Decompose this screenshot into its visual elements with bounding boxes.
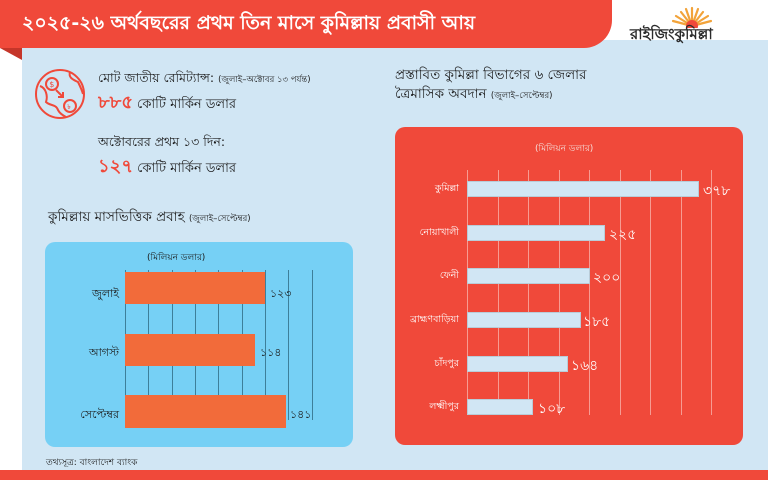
national-remittance-label: মোট জাতীয় রেমিট্যান্স: (জুলাই–অক্টোবর ১…	[98, 70, 311, 90]
monthly-flow-title: কুমিল্লায় মাসভিত্তিক প্রবাহ (জুলাই–সেপ্…	[48, 208, 251, 229]
value-label: ১১৪	[260, 346, 282, 359]
gridline	[498, 170, 499, 415]
category-label: ফেনী	[439, 270, 459, 281]
category-label: ব্রাহ্মণবাড়িয়া	[410, 314, 459, 325]
data-source: তথ্যসূত্র: বাংলাদেশ ব্যাংক	[46, 458, 138, 468]
value-label: ১৬৪	[571, 358, 599, 374]
district-period-note: (জুলাই–সেপ্টেম্বর)	[490, 91, 553, 101]
header-banner: ২০২৫-২৬ অর্থবছরের প্রথম তিন মাসে কুমিল্ল…	[0, 0, 612, 48]
bottom-border	[0, 470, 768, 480]
monthly-flow-title-text: কুমিল্লায় মাসভিত্তিক প্রবাহ	[48, 209, 185, 225]
banner-fold	[0, 48, 22, 60]
national-value-unit: কোটি মার্কিন ডলার	[137, 97, 236, 112]
bar-noakhali	[467, 225, 605, 241]
monthly-flow-chart: (মিলিয়ন ডলার) জুলাই ১২৩ আগস্ট ১১৪ সেপ্ট…	[45, 242, 353, 447]
district-contribution-title: প্রস্তাবিত কুমিল্লা বিভাগের ৬ জেলার ত্রৈ…	[395, 66, 586, 106]
gridline	[620, 170, 621, 415]
category-label: আগস্ট	[88, 346, 119, 359]
chart-unit-label: (মিলিয়ন ডলার)	[147, 253, 206, 263]
svg-text:৳: ৳	[67, 103, 71, 111]
october-value-unit: কোটি মার্কিন ডলার	[137, 161, 237, 176]
bar-august	[125, 334, 255, 366]
brand-logo: রাইজিংকুমিল্লা	[630, 6, 760, 46]
monthly-flow-period: (জুলাই–সেপ্টেম্বর)	[188, 214, 251, 224]
value-label: ২২৫	[609, 227, 637, 243]
bar-chandpur	[467, 356, 568, 372]
gridline	[681, 170, 682, 415]
bar-brahmanbaria	[467, 312, 581, 328]
svg-text:$: $	[49, 80, 54, 89]
gridline	[265, 270, 266, 420]
value-label: ৩৭৮	[703, 183, 731, 199]
sun-rays-icon	[671, 6, 713, 28]
category-label: নোয়াখালী	[419, 227, 459, 238]
national-period-note: (জুলাই–অক্টোবর ১৩ পর্যন্ত)	[218, 75, 311, 85]
category-label: সেপ্টেম্বর	[80, 408, 119, 421]
bar-september	[125, 395, 286, 428]
october-remittance-value: ১২৭ কোটি মার্কিন ডলার	[98, 152, 236, 183]
value-label: ১৪১	[290, 408, 312, 421]
october-remittance-label: অক্টোবরের প্রথম ১৩ দিন:	[98, 134, 225, 154]
bar-cumilla	[467, 181, 699, 197]
logo-text: রাইজিংকুমিল্লা	[630, 25, 713, 43]
gridline	[312, 270, 313, 420]
gridline	[467, 170, 468, 415]
gridline	[559, 170, 560, 415]
page-title: ২০২৫-২৬ অর্থবছরের প্রথম তিন মাসে কুমিল্ল…	[22, 12, 476, 34]
gridline	[711, 170, 712, 415]
gridline	[589, 170, 590, 415]
district-contribution-chart: (মিলিয়ন ডলার) কুমিল্লা ৩৭৮ নোয়াখালী ২২…	[395, 127, 743, 445]
bar-feni	[467, 268, 590, 284]
gridline	[528, 170, 529, 415]
national-remittance-value: ৮৮৫ কোটি মার্কিন ডলার	[98, 88, 236, 119]
value-label: ১৮৫	[583, 314, 611, 330]
national-label-text: মোট জাতীয় রেমিট্যান্স:	[98, 70, 215, 85]
value-label: ১০৮	[538, 401, 566, 417]
globe-remittance-icon: $ ৳	[35, 69, 85, 119]
value-label: ১২৩	[270, 287, 292, 300]
october-label-text: অক্টোবরের প্রথম ১৩ দিন:	[98, 134, 226, 149]
district-title-line2: ত্রৈমাসিক অবদান	[395, 86, 487, 102]
bar-lakshmipur	[467, 399, 533, 415]
value-label: ২০০	[593, 270, 621, 286]
gridline	[650, 170, 651, 415]
district-title-line1: প্রস্তাবিত কুমিল্লা বিভাগের ৬ জেলার	[395, 67, 587, 83]
national-value-number: ৮৮৫	[98, 92, 134, 113]
category-label: চাঁদপুর	[434, 358, 459, 369]
category-label: কুমিল্লা	[434, 183, 459, 194]
bar-july	[125, 272, 265, 304]
gridline	[288, 270, 289, 420]
category-label: জুলাই	[92, 287, 119, 300]
chart-unit-label: (মিলিয়ন ডলার)	[535, 144, 594, 154]
october-value-number: ১২৭	[98, 156, 134, 177]
category-label: লক্ষ্মীপুর	[429, 401, 459, 412]
